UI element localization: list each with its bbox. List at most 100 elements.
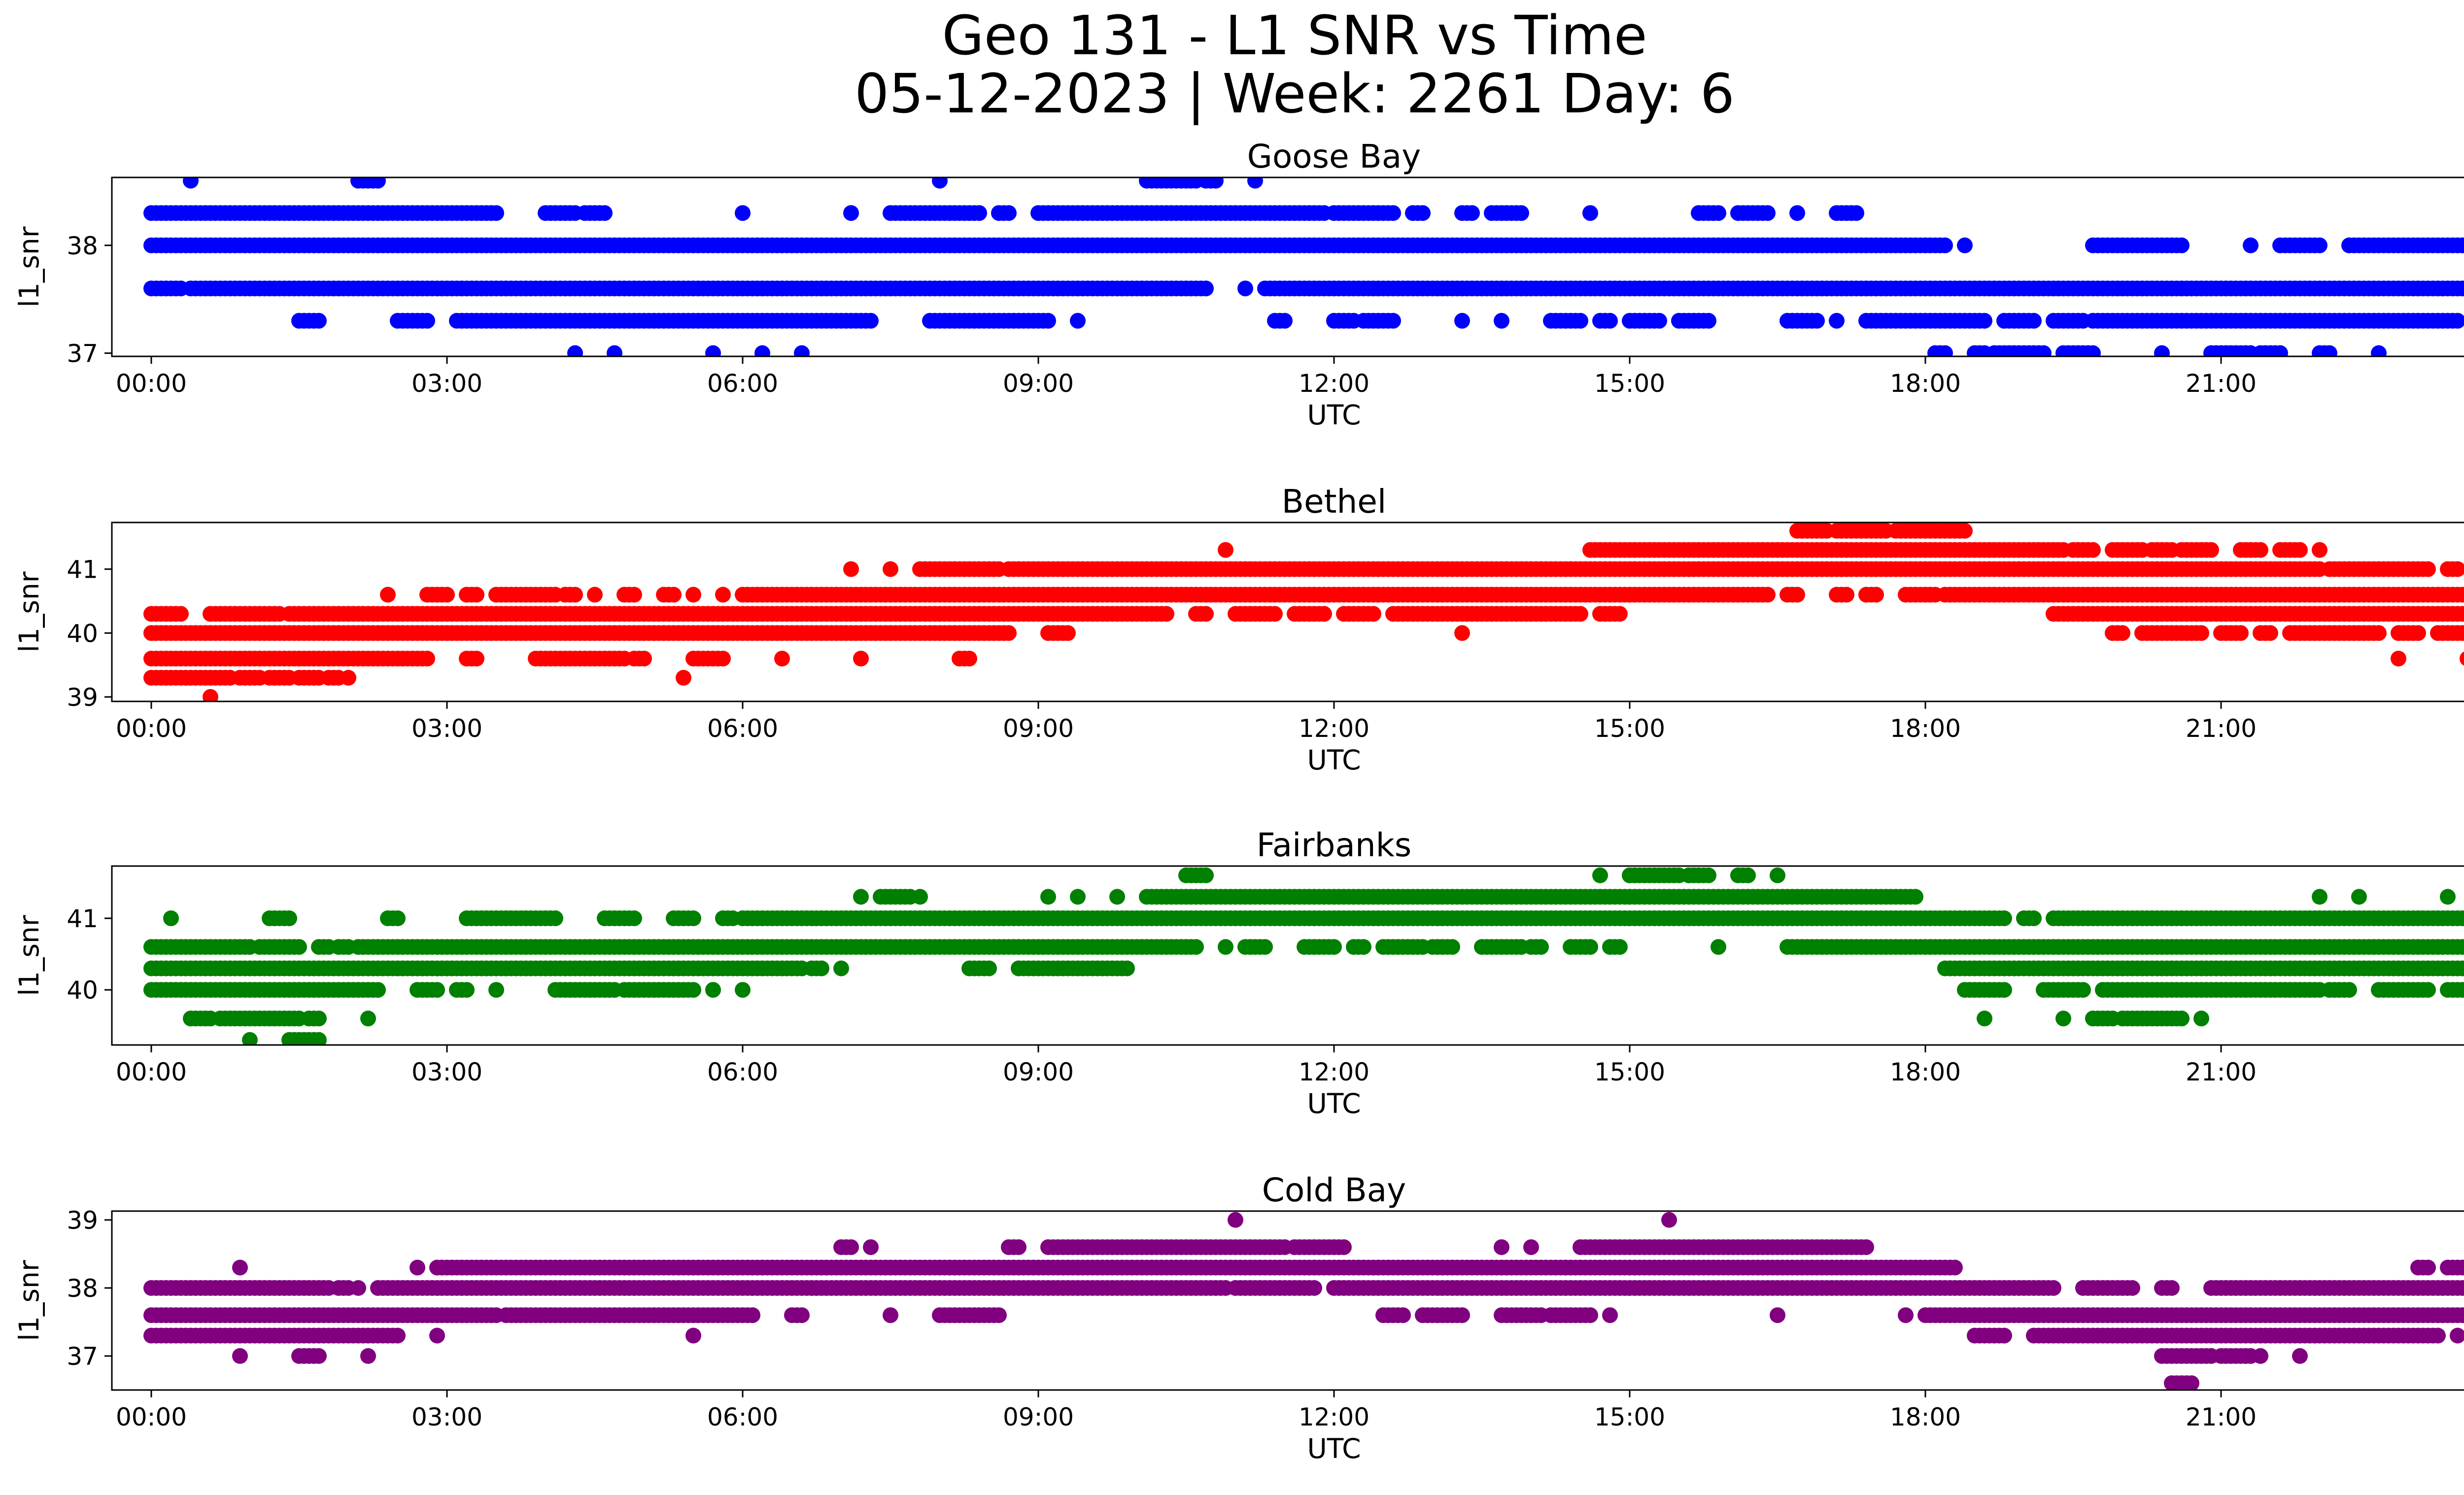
data-point (1977, 1010, 1992, 1027)
data-point (1119, 960, 1135, 976)
data-point (548, 910, 563, 926)
data-point (2036, 345, 2052, 356)
data-point (2460, 961, 2464, 975)
data-points (143, 177, 2464, 356)
data-point (1070, 889, 1086, 905)
data-point (311, 313, 327, 329)
data-point (814, 960, 829, 976)
data-point (439, 587, 455, 603)
data-point (863, 1239, 879, 1255)
data-point (1454, 625, 1470, 641)
data-point (291, 939, 307, 955)
data-point (774, 651, 790, 667)
data-point (1523, 1239, 1539, 1255)
x-tick-label: 06:00 (707, 714, 778, 743)
data-point (1957, 237, 1973, 253)
x-tick-label: 09:00 (1003, 714, 1074, 743)
data-point (2420, 982, 2436, 998)
data-point (932, 177, 948, 189)
data-point (971, 205, 987, 221)
data-point (1159, 606, 1174, 622)
x-axis-label: UTC (1307, 744, 1361, 776)
y-axis-label: l1_snr (13, 226, 45, 307)
data-point (2193, 1010, 2209, 1027)
data-point (380, 587, 396, 603)
data-point (1937, 237, 1953, 253)
data-point (2203, 542, 2219, 558)
data-point (1218, 542, 1233, 558)
data-point (863, 313, 879, 329)
data-point (183, 177, 199, 189)
data-point (232, 1259, 248, 1276)
data-point (1247, 177, 1263, 189)
x-tick-label: 00:00 (116, 369, 187, 398)
x-tick-label: 06:00 (707, 369, 778, 398)
data-point (1208, 177, 1224, 189)
data-point (2174, 237, 2190, 253)
data-point (1612, 606, 1628, 622)
data-point (1109, 889, 1125, 905)
x-tick-label: 09:00 (1003, 369, 1074, 398)
y-axis-label: l1_snr (13, 571, 45, 652)
data-point (1740, 867, 1756, 883)
data-point (2085, 345, 2101, 356)
data-point (2312, 542, 2327, 558)
data-point (685, 587, 701, 603)
data-point (2460, 982, 2464, 997)
data-point (587, 587, 603, 603)
data-point (2055, 1010, 2071, 1027)
data-point (2341, 982, 2357, 998)
x-tick-label: 06:00 (707, 1058, 778, 1086)
data-point (685, 910, 701, 926)
data-point (1573, 606, 1588, 622)
data-point (2460, 651, 2464, 666)
data-point (2351, 889, 2367, 905)
data-point (1789, 587, 1805, 603)
data-point (1218, 939, 1233, 955)
data-point (2272, 345, 2288, 356)
data-point (2371, 345, 2387, 356)
data-point (2440, 889, 2456, 905)
data-point (626, 910, 642, 926)
data-point (488, 982, 504, 998)
data-point (1711, 939, 1726, 955)
data-point (1868, 587, 1884, 603)
data-point (1454, 313, 1470, 329)
data-point (2243, 237, 2259, 253)
y-tick-label: 39 (67, 683, 98, 712)
data-point (2174, 1010, 2190, 1027)
data-point (666, 587, 682, 603)
subplot-title: Fairbanks (1257, 826, 1412, 864)
data-point (1711, 205, 1726, 221)
data-point (567, 587, 583, 603)
data-point (2460, 911, 2464, 926)
data-point (2026, 313, 2042, 329)
data-point (2450, 313, 2464, 329)
data-point (1385, 313, 1401, 329)
data-point (1582, 205, 1598, 221)
data-point (1770, 867, 1785, 883)
data-point (1661, 1212, 1677, 1228)
data-point (1385, 205, 1401, 221)
data-point (2312, 237, 2327, 253)
data-point (853, 889, 869, 905)
data-point (469, 651, 484, 667)
data-point (410, 1259, 425, 1276)
x-tick-label: 00:00 (116, 1058, 187, 1086)
data-point (203, 689, 218, 701)
data-point (1513, 205, 1529, 221)
data-point (2460, 238, 2464, 253)
data-point (1494, 313, 1509, 329)
data-point (1573, 313, 1588, 329)
data-point (2075, 982, 2091, 998)
y-tick-label: 38 (67, 232, 98, 260)
data-point (607, 345, 622, 356)
data-point (2322, 345, 2337, 356)
data-points (143, 522, 2464, 701)
data-point (459, 982, 475, 998)
x-tick-label: 18:00 (1890, 1058, 1961, 1086)
data-point (1277, 313, 1293, 329)
data-point (2262, 625, 2278, 641)
